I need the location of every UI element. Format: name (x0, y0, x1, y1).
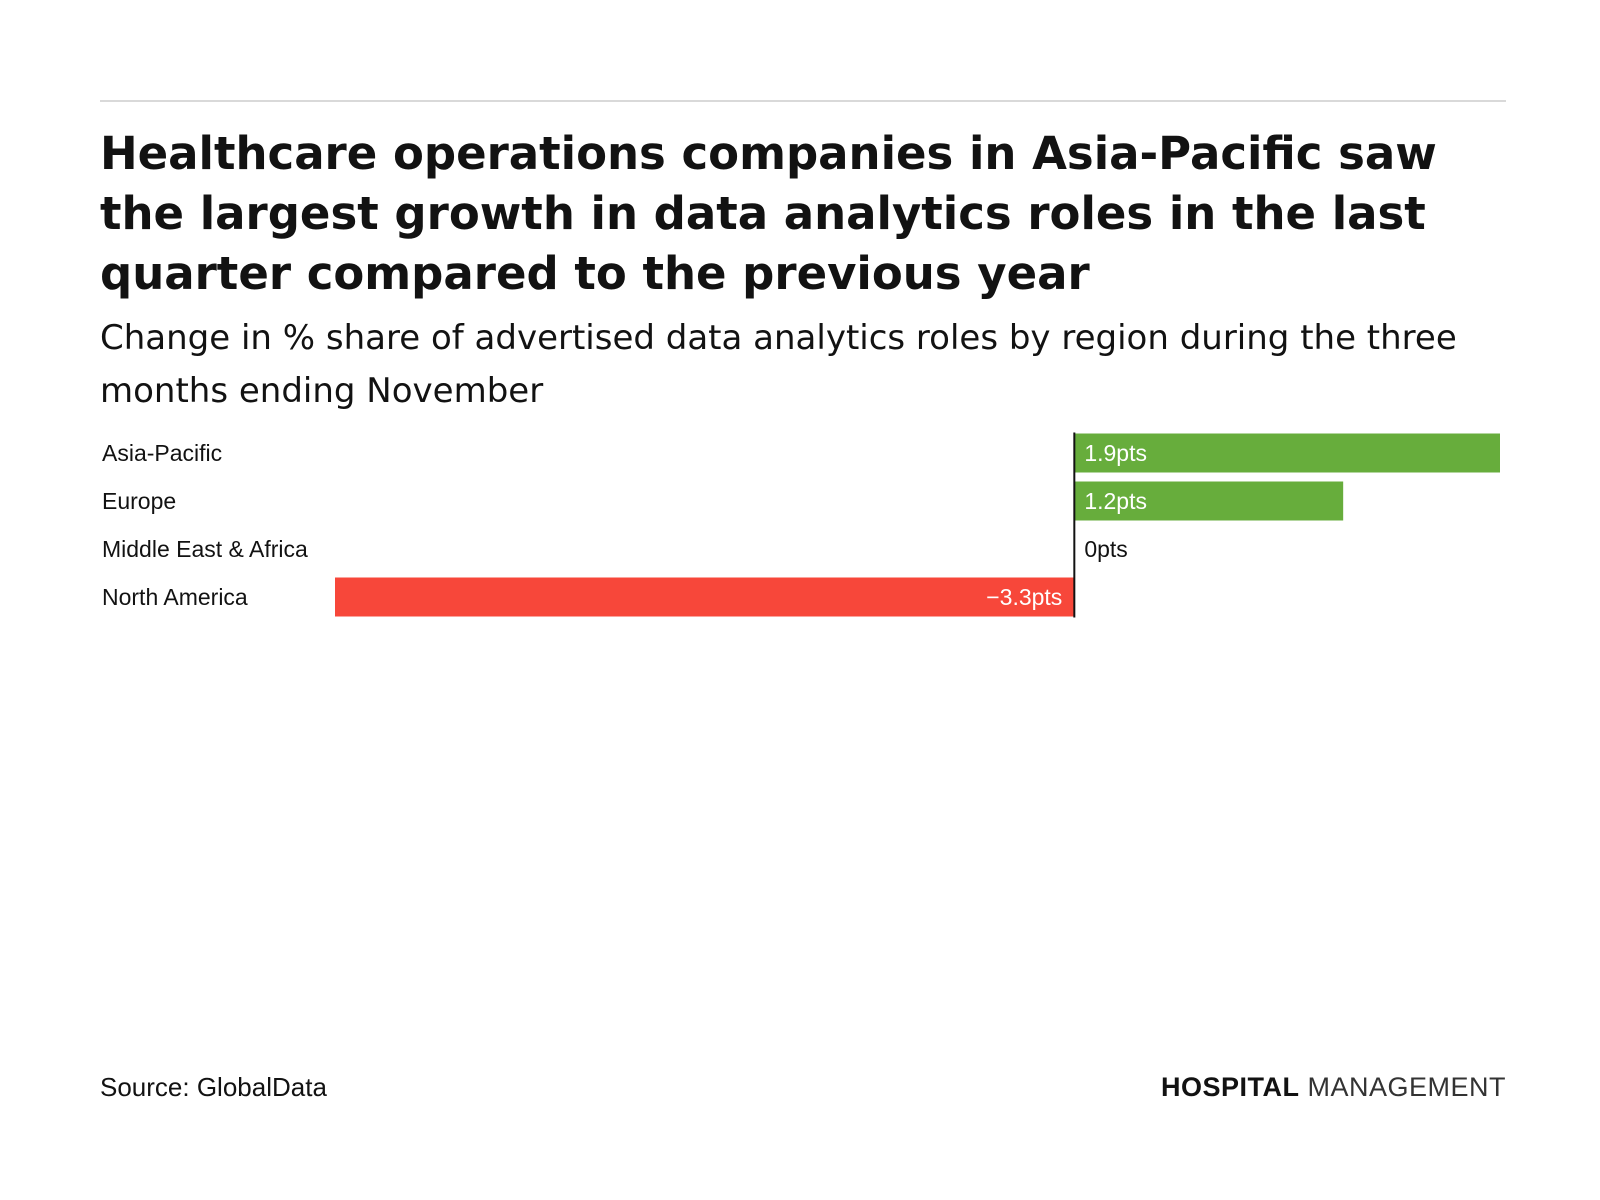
source-note: Source: GlobalData (100, 1072, 327, 1102)
value-labels: 1.9pts 1.2pts 0pts −3.3pts (986, 440, 1147, 610)
top-divider (100, 100, 1506, 102)
bar (1074, 433, 1500, 473)
data-label: 1.2pts (1084, 488, 1147, 514)
bar (1074, 481, 1344, 521)
chart-title: Healthcare operations companies in Asia-… (100, 127, 1437, 300)
category-label: Asia-Pacific (102, 440, 222, 466)
bar (335, 577, 1075, 617)
brand-logo: HOSPITAL MANAGEMENT (1161, 1072, 1506, 1103)
chart-subtitle: Change in % share of advertised data ana… (100, 318, 1457, 411)
category-labels: Asia-Pacific Europe Middle East & Africa No… (102, 440, 308, 610)
brand-name-bold: HOSPITAL (1160, 1072, 1300, 1102)
category-label: Europe (102, 488, 176, 514)
data-label: −3.3pts (986, 584, 1062, 610)
category-label: Middle East & Africa (102, 536, 308, 562)
bars (335, 433, 1500, 617)
data-label: 1.9pts (1084, 440, 1147, 466)
category-label: North America (102, 584, 248, 610)
brand-name-light: MANAGEMENT (1307, 1072, 1506, 1102)
data-label: 0pts (1084, 536, 1127, 562)
